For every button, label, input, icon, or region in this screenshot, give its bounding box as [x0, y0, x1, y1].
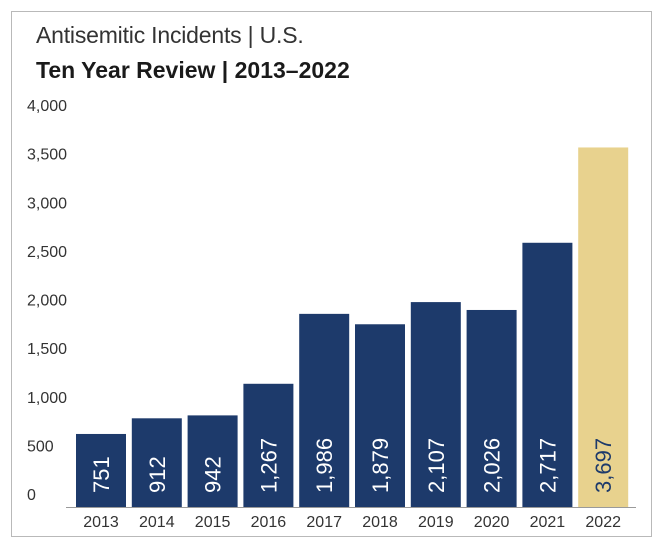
bar-2021	[522, 242, 573, 508]
y-tick-label: 2,000	[27, 293, 67, 310]
data-label-2017: 1,986	[312, 438, 337, 493]
data-label-2015: 942	[201, 456, 226, 493]
x-tick-label: 2013	[83, 514, 119, 531]
data-label-2013: 751	[89, 456, 114, 493]
y-tick-label: 1,500	[27, 341, 67, 358]
y-tick-label: 1,000	[27, 390, 67, 407]
data-label-2016: 1,267	[256, 438, 281, 493]
y-tick-label: 3,000	[27, 195, 67, 212]
x-tick-label: 2015	[195, 514, 231, 531]
bar-2017	[299, 313, 350, 507]
x-tick-label: 2016	[251, 514, 287, 531]
bar-2022	[578, 147, 629, 508]
chart-subtitle: Antisemitic Incidents | U.S.	[36, 22, 304, 48]
y-tick-label: 3,500	[27, 147, 67, 164]
x-tick-label: 2014	[139, 514, 175, 531]
data-label-2021: 2,717	[535, 438, 560, 493]
x-axis: 2013 2014 2015 2016 2017 2018 2019 2020 2021 2022	[66, 507, 636, 531]
x-tick-label: 2020	[474, 514, 510, 531]
bar-2014	[131, 418, 182, 507]
bar-2018	[355, 324, 405, 507]
data-label-2022: 3,697	[591, 438, 616, 493]
bars: 751 912 942 1,267 1,986 1,879 2,107 2,026 2,717 3…	[76, 147, 629, 508]
data-label-2019: 2,107	[424, 438, 449, 493]
y-axis: 0 500 1,000 1,500 2,000 2,500 3,000 3,500 4,000	[27, 98, 67, 504]
x-tick-label: 2021	[530, 514, 566, 531]
x-tick-label: 2017	[306, 514, 342, 531]
data-label-2014: 912	[145, 456, 170, 493]
y-tick-label: 500	[27, 438, 54, 455]
bar-2013	[76, 433, 126, 507]
bar-2019	[410, 302, 461, 507]
x-tick-label: 2018	[362, 514, 398, 531]
data-label-2020: 2,026	[480, 438, 505, 493]
bar-2020	[466, 309, 517, 507]
chart-title: Ten Year Review | 2013–2022	[36, 57, 350, 83]
y-tick-label: 0	[27, 487, 36, 504]
y-tick-label: 4,000	[27, 98, 67, 115]
x-tick-label: 2019	[418, 514, 454, 531]
y-tick-label: 2,500	[27, 244, 67, 261]
bar-2016	[243, 383, 294, 507]
bar-2015	[187, 415, 238, 507]
x-tick-label: 2022	[585, 514, 621, 531]
data-label-2018: 1,879	[368, 438, 393, 493]
